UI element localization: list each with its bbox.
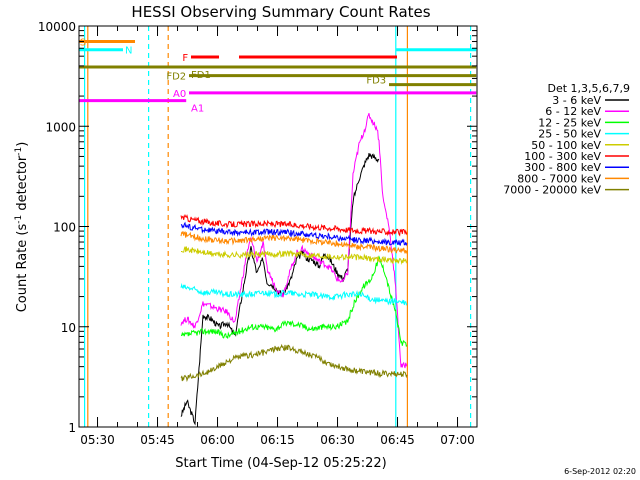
flag-bar-label: A0 — [173, 89, 186, 100]
x-tick-label: 06:45 — [380, 433, 415, 447]
footer-timestamp: 6-Sep-2012 02:20 — [564, 467, 636, 476]
series-line — [180, 255, 408, 348]
plot-frame — [78, 25, 478, 428]
legend-entry-label: 25 - 50 keV — [538, 128, 601, 141]
x-tick-label: 05:30 — [80, 433, 115, 447]
flag-bar-label: FD2 — [166, 72, 186, 83]
series-line — [180, 213, 408, 237]
series-line — [180, 113, 408, 369]
x-tick-label: 07:00 — [440, 433, 475, 447]
y-axis-label: Count Rate (s-1 detector-1) — [14, 142, 30, 313]
flag-bar-label: FD3 — [366, 76, 386, 87]
flag-bar-label: F — [182, 53, 188, 64]
legend-entry-label: 300 - 800 keV — [524, 161, 601, 174]
x-axis-label: Start Time (04-Sep-12 05:25:22) — [175, 456, 386, 471]
legend-entry-label: 50 - 100 keV — [531, 139, 601, 152]
flag-bar-label: FD1 — [191, 70, 211, 81]
x-tick-label: 06:30 — [320, 433, 355, 447]
y-tick-label: 10 — [61, 321, 76, 335]
series-line — [181, 246, 408, 265]
chart-title: HESSI Observing Summary Count Rates — [131, 3, 430, 21]
legend-entry-label: 6 - 12 keV — [545, 105, 601, 118]
flag-bar-label: A1 — [191, 104, 204, 115]
legend-entry-label: 800 - 7000 keV — [517, 172, 601, 185]
legend-title: Det 1,3,5,6,7,9 — [547, 82, 630, 95]
legend-entry-label: 100 - 300 keV — [524, 150, 601, 163]
flag-bar-label: N — [125, 46, 132, 57]
y-tick-label: 1 — [68, 421, 76, 435]
y-tick-label: 10000 — [38, 20, 76, 34]
series-line — [180, 231, 408, 254]
y-tick-label: 100 — [53, 221, 76, 235]
series-line — [180, 282, 408, 306]
x-tick-label: 05:45 — [140, 433, 175, 447]
flag-bar-label: S — [80, 38, 86, 49]
series-line — [180, 153, 380, 426]
legend-entry-label: 7000 - 20000 keV — [503, 184, 601, 197]
series-line — [180, 221, 408, 247]
x-tick-label: 06:15 — [260, 433, 295, 447]
legend-entry-label: 3 - 6 keV — [552, 94, 601, 107]
x-tick-label: 06:00 — [200, 433, 235, 447]
y-tick-label: 1000 — [45, 120, 76, 134]
series-line — [180, 343, 408, 383]
legend-entry-label: 12 - 25 keV — [538, 116, 601, 129]
